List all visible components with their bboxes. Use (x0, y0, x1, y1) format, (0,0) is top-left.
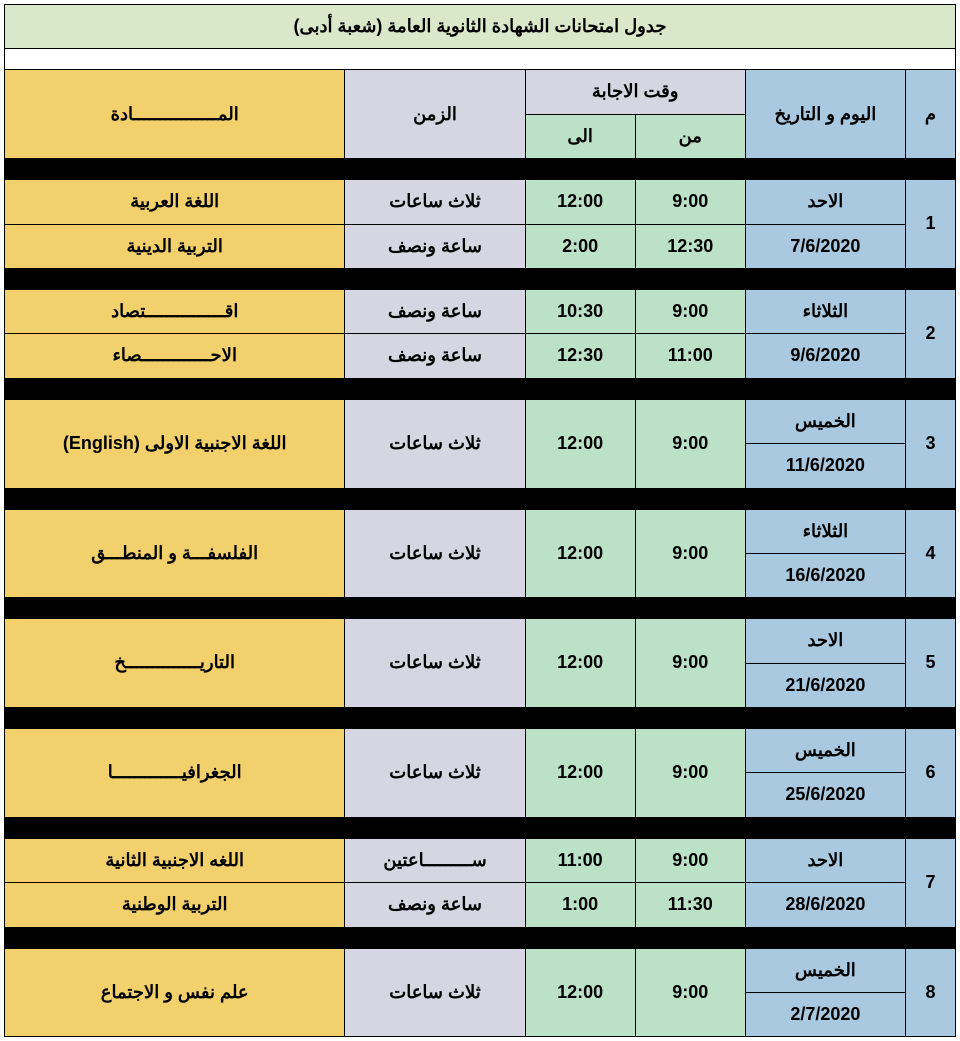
time-to: 2:00 (525, 224, 635, 268)
time-from: 9:00 (635, 948, 745, 1037)
row-date: 21/6/2020 (745, 663, 905, 707)
duration: ثلاث ساعات (345, 180, 525, 224)
header-row-1: م اليوم و التاريخ وقت الاجابة الزمن المـ… (5, 70, 956, 114)
row-day: الاحد (745, 619, 905, 663)
row-index: 3 (905, 399, 955, 488)
subject: اقـــــــــــــــتصاد (5, 289, 345, 333)
duration: ساعة ونصف (345, 883, 525, 927)
row-date: 28/6/2020 (745, 883, 905, 927)
time-from: 11:30 (635, 883, 745, 927)
row-day: الثلاثاء (745, 509, 905, 553)
col-header-subject: المــــــــــــــــادة (5, 70, 345, 159)
table-row: 28/6/202011:301:00ساعة ونصفالتربية الوطن… (5, 883, 956, 927)
subject: الفلسفـــة و المنطـــق (5, 509, 345, 598)
duration: ثلاث ساعات (345, 399, 525, 488)
time-to: 12:00 (525, 509, 635, 598)
title-cell: جدول امتحانات الشهادة الثانوية العامة (ش… (5, 5, 956, 49)
col-header-to: الى (525, 114, 635, 158)
row-date: 2/7/2020 (745, 993, 905, 1037)
table-row: 2الثلاثاء9:0010:30ساعة ونصفاقـــــــــــ… (5, 289, 956, 333)
time-from: 9:00 (635, 509, 745, 598)
subject: التربية الدينية (5, 224, 345, 268)
table-body: جدول امتحانات الشهادة الثانوية العامة (ش… (5, 5, 956, 1037)
subject: الاحـــــــــــــصاء (5, 334, 345, 378)
table-row: 8الخميس9:0012:00ثلاث ساعاتعلم نفس و الاج… (5, 948, 956, 992)
table-row: 6الخميس9:0012:00ثلاث ساعاتالجغرافيــــــ… (5, 729, 956, 773)
col-header-from: من (635, 114, 745, 158)
subject: علم نفس و الاجتماع (5, 948, 345, 1037)
time-to: 11:00 (525, 838, 635, 882)
row-day: الاحد (745, 838, 905, 882)
time-to: 12:00 (525, 729, 635, 818)
row-day: الخميس (745, 948, 905, 992)
exam-schedule-table: جدول امتحانات الشهادة الثانوية العامة (ش… (4, 4, 956, 1037)
row-day: الثلاثاء (745, 289, 905, 333)
row-index: 6 (905, 729, 955, 818)
duration: ثلاث ساعات (345, 619, 525, 708)
duration: ثلاث ساعات (345, 729, 525, 818)
row-date: 11/6/2020 (745, 444, 905, 488)
time-to: 10:30 (525, 289, 635, 333)
row-date: 25/6/2020 (745, 773, 905, 817)
col-header-index: م (905, 70, 955, 159)
time-from: 9:00 (635, 289, 745, 333)
time-from: 9:00 (635, 619, 745, 708)
time-to: 12:30 (525, 334, 635, 378)
subject: اللغة العربية (5, 180, 345, 224)
table-row: 1الاحد9:0012:00ثلاث ساعاتاللغة العربية (5, 180, 956, 224)
duration: ساعة ونصف (345, 224, 525, 268)
table-row: 5الاحد9:0012:00ثلاث ساعاتالتاريـــــــــ… (5, 619, 956, 663)
table-row: 4الثلاثاء9:0012:00ثلاث ساعاتالفلسفـــة و… (5, 509, 956, 553)
subject: الجغرافيـــــــــــــا (5, 729, 345, 818)
time-from: 9:00 (635, 180, 745, 224)
time-from: 9:00 (635, 729, 745, 818)
row-index: 4 (905, 509, 955, 598)
row-index: 2 (905, 289, 955, 378)
duration: ساعة ونصف (345, 334, 525, 378)
title-row: جدول امتحانات الشهادة الثانوية العامة (ش… (5, 5, 956, 49)
table-row: 3الخميس9:0012:00ثلاث ساعاتاللغة الاجنبية… (5, 399, 956, 443)
duration: ثلاث ساعات (345, 509, 525, 598)
col-header-date: اليوم و التاريخ (745, 70, 905, 159)
time-from: 9:00 (635, 399, 745, 488)
row-date: 9/6/2020 (745, 334, 905, 378)
row-index: 1 (905, 180, 955, 269)
time-from: 9:00 (635, 838, 745, 882)
time-from: 11:00 (635, 334, 745, 378)
col-header-duration: الزمن (345, 70, 525, 159)
row-date: 16/6/2020 (745, 553, 905, 597)
row-day: الاحد (745, 180, 905, 224)
row-day: الخميس (745, 399, 905, 443)
time-to: 12:00 (525, 948, 635, 1037)
col-header-time: وقت الاجابة (525, 70, 745, 114)
subject: اللغة الاجنبية الاولى (English) (5, 399, 345, 488)
time-to: 12:00 (525, 399, 635, 488)
row-date: 7/6/2020 (745, 224, 905, 268)
row-day: الخميس (745, 729, 905, 773)
time-to: 12:00 (525, 619, 635, 708)
duration: ساعة ونصف (345, 289, 525, 333)
time-to: 1:00 (525, 883, 635, 927)
table-row: 7الاحد9:0011:00ســـــــــاعتيناللغه الاج… (5, 838, 956, 882)
row-index: 8 (905, 948, 955, 1037)
table-row: 7/6/202012:302:00ساعة ونصفالتربية الديني… (5, 224, 956, 268)
table-row: 9/6/202011:0012:30ساعة ونصفالاحـــــــــ… (5, 334, 956, 378)
time-from: 12:30 (635, 224, 745, 268)
duration: ســـــــــاعتين (345, 838, 525, 882)
subject: اللغه الاجنبية الثانية (5, 838, 345, 882)
time-to: 12:00 (525, 180, 635, 224)
subject: التاريــــــــــــــخ (5, 619, 345, 708)
row-index: 7 (905, 838, 955, 927)
row-index: 5 (905, 619, 955, 708)
duration: ثلاث ساعات (345, 948, 525, 1037)
subject: التربية الوطنية (5, 883, 345, 927)
